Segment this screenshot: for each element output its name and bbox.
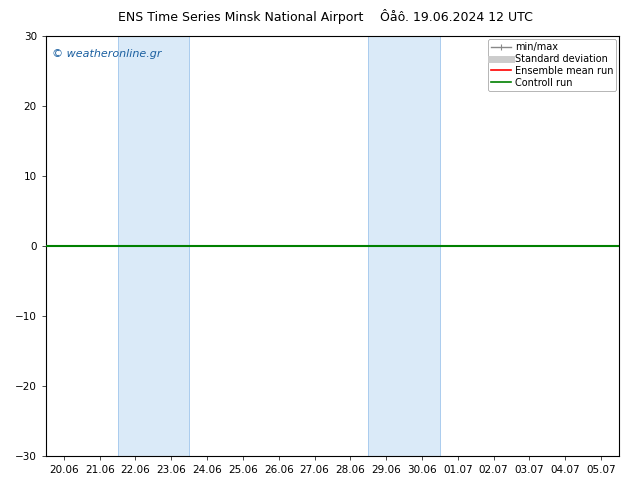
Text: © weatheronline.gr: © weatheronline.gr <box>51 49 161 59</box>
Text: ENS Time Series Minsk National Airport: ENS Time Series Minsk National Airport <box>118 11 364 24</box>
Legend: min/max, Standard deviation, Ensemble mean run, Controll run: min/max, Standard deviation, Ensemble me… <box>488 39 616 91</box>
Bar <box>117 36 189 456</box>
Text: Ôåô. 19.06.2024 12 UTC: Ôåô. 19.06.2024 12 UTC <box>380 11 533 24</box>
Bar <box>368 36 440 456</box>
